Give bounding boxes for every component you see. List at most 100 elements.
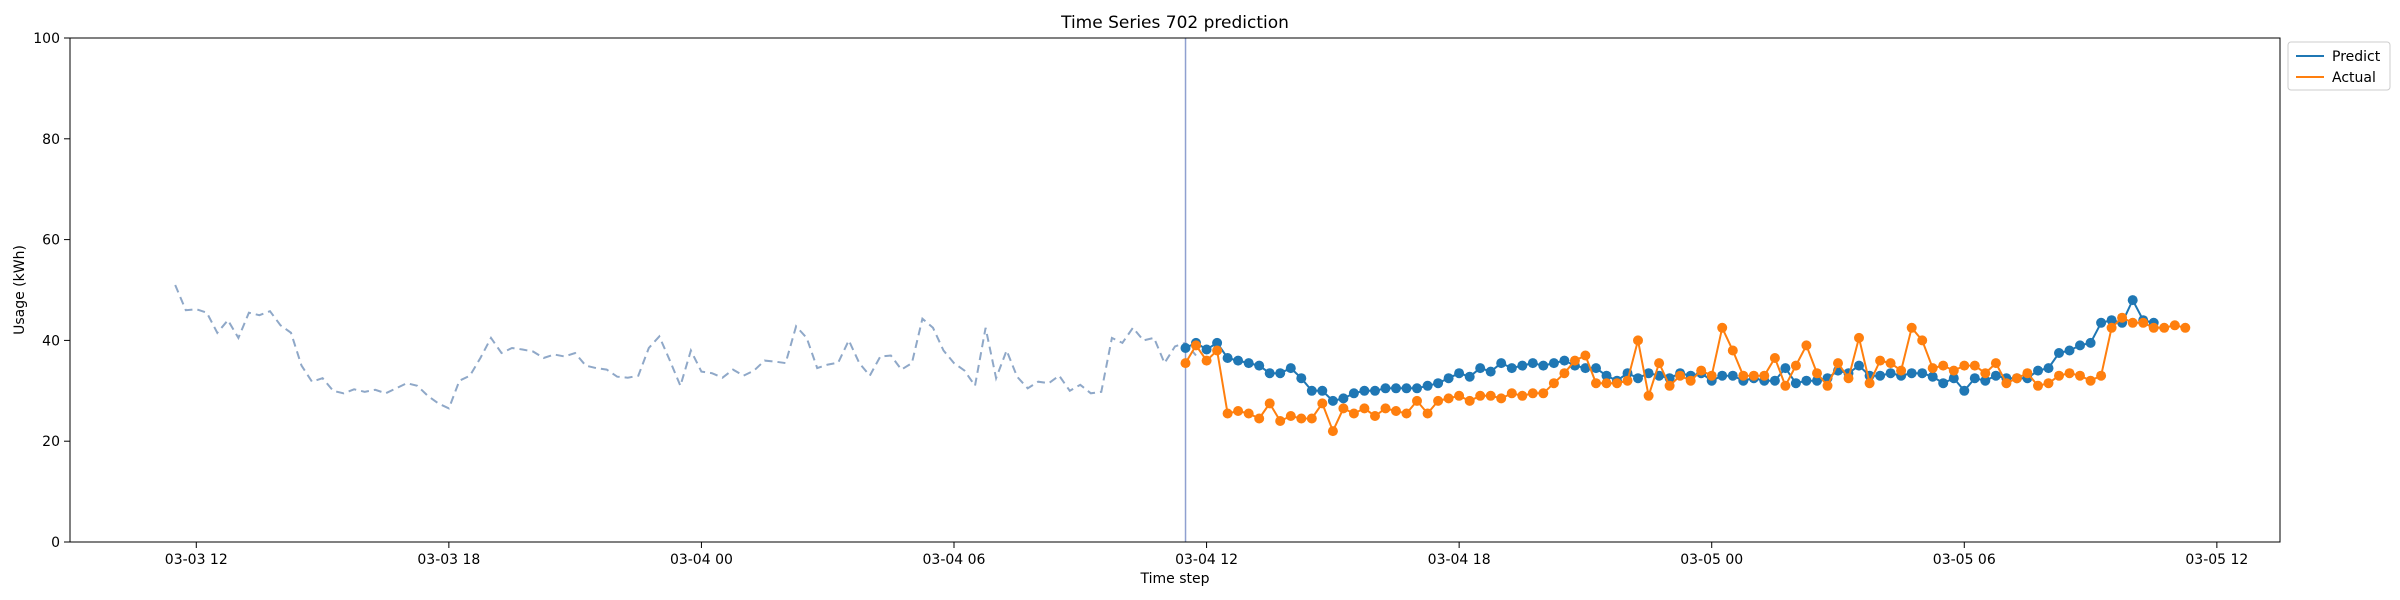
data-point-predict [1790,378,1801,389]
data-point-actual [1580,350,1591,361]
data-point-predict [2085,337,2096,348]
data-point-predict [1769,375,1780,386]
plot-frame [69,37,2281,543]
data-point-predict [1233,355,1244,366]
data-point-actual [1338,403,1349,414]
data-point-predict [1285,363,1296,374]
data-point-actual [1601,378,1612,389]
data-point-predict [1201,344,1212,355]
history-line [174,284,1197,410]
data-point-predict [1401,383,1412,394]
data-point-predict [1580,363,1591,374]
data-point-actual [1675,370,1686,381]
data-point-predict [1222,353,1233,363]
data-point-actual [1885,358,1896,369]
data-point-predict [2127,295,2138,306]
data-point-actual [1790,360,1801,371]
data-point-actual [1727,345,1738,356]
y-tick-label: 60 [42,233,60,249]
data-point-actual [1243,408,1254,419]
data-point-actual [1412,395,1422,406]
data-point-predict [1633,373,1643,384]
data-point-actual [1201,355,1212,366]
data-point-actual [2159,322,2170,333]
data-point-predict [1475,363,1486,374]
data-point-predict [1601,370,1612,381]
data-point-predict [1938,378,1949,389]
data-point-actual [1191,340,1201,351]
data-point-actual [1285,411,1296,421]
data-point-actual [1927,363,1938,374]
data-point-actual [2169,320,2180,331]
x-tick-label: 03-04 12 [1175,552,1238,568]
data-point-predict [1306,385,1317,396]
data-point-predict [1412,383,1422,394]
data-point-actual [1633,335,1643,346]
data-point-predict [1496,358,1507,369]
x-tick-label: 03-03 12 [165,552,228,568]
data-point-actual [1696,365,1707,376]
x-tick-label: 03-03 18 [417,552,480,568]
data-point-actual [2127,317,2138,328]
data-point-actual [1896,365,1907,376]
y-tick-label: 80 [42,132,60,148]
chart-title: Time Series 702 prediction [1060,13,1289,33]
data-point-actual [2138,317,2149,328]
data-point-predict [1906,368,1917,379]
data-point-predict [1464,371,1475,382]
data-point-actual [2064,368,2075,379]
data-point-actual [1380,403,1391,414]
data-point-predict [1327,395,1338,406]
data-point-actual [1222,408,1233,419]
data-point-predict [1885,368,1896,379]
data-point-predict [1485,366,1496,377]
y-tick-label: 0 [51,535,60,551]
data-point-actual [2096,370,2107,381]
data-point-actual [2022,368,2033,379]
data-point-actual [1296,413,1307,424]
data-point-actual [2117,312,2128,323]
data-point-actual [1401,408,1412,419]
data-point-predict [1317,385,1328,396]
series-predict [1180,295,2159,406]
data-point-predict [1727,370,1738,381]
y-tick-label: 100 [33,31,60,47]
data-point-actual [1664,380,1675,391]
data-point-actual [2054,370,2064,381]
data-point-actual [1612,378,1622,389]
data-point-predict [1538,360,1549,371]
data-point-predict [1548,358,1559,369]
data-point-predict [1348,388,1359,399]
data-point-actual [1980,368,1991,379]
data-point-predict [1801,375,1812,386]
data-point-actual [1306,413,1317,424]
data-point-actual [1359,403,1370,414]
axis-ticks: 0 20 40 60 80 100 03-03 12 03-03 18 03-04 00 03-0… [33,31,2248,568]
data-point-predict [1422,380,1433,391]
data-point-predict [1443,373,1454,384]
data-point-actual [1917,335,1928,346]
data-point-actual [2043,378,2054,389]
data-point-predict [1254,360,1265,371]
data-point-actual [2033,380,2043,391]
legend-label-actual: Actual [2332,70,2376,86]
data-point-actual [1938,360,1949,371]
data-point-actual [2180,322,2191,333]
data-point-predict [1180,343,1191,353]
data-point-actual [1875,355,1886,366]
data-point-actual [1769,353,1780,363]
data-point-actual [2001,378,2012,389]
x-axis-label: Time step [1140,571,1210,587]
data-point-predict [1917,368,1928,379]
data-point-predict [1506,363,1517,374]
data-point-actual [1748,370,1759,381]
data-point-actual [1738,370,1749,381]
data-point-actual [1212,345,1223,356]
data-point-actual [1969,360,1980,371]
data-point-predict [1370,385,1380,396]
data-point-predict [1559,355,1570,366]
data-point-actual [1833,358,1843,369]
data-point-predict [1338,393,1349,404]
data-point-actual [1496,393,1507,404]
data-point-actual [1433,395,1444,406]
